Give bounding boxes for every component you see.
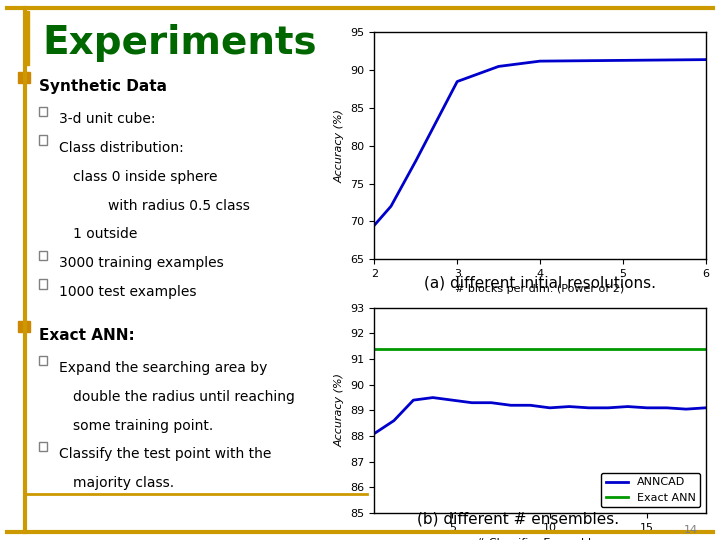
ANNCAD <box>604 404 613 411</box>
Exact ANN <box>370 346 379 352</box>
Bar <box>18 72 30 83</box>
ANNCAD <box>390 417 398 424</box>
Text: Experiments: Experiments <box>42 24 317 62</box>
X-axis label: # blocks per dim. (Power of 2): # blocks per dim. (Power of 2) <box>455 285 625 294</box>
Text: Exact ANN:: Exact ANN: <box>39 328 135 343</box>
Bar <box>39 355 48 365</box>
Text: 3-d unit cube:: 3-d unit cube: <box>59 112 156 126</box>
Text: Classify the test point with the: Classify the test point with the <box>59 448 271 462</box>
ANNCAD <box>701 404 710 411</box>
Exact ANN <box>351 346 359 352</box>
Text: 3000 training examples: 3000 training examples <box>59 256 224 270</box>
Text: 14: 14 <box>684 524 698 535</box>
Legend: ANNCAD, Exact ANN: ANNCAD, Exact ANN <box>601 473 700 508</box>
Bar <box>39 136 48 145</box>
ANNCAD <box>526 402 534 408</box>
Line: ANNCAD: ANNCAD <box>374 397 706 434</box>
ANNCAD <box>565 403 574 410</box>
ANNCAD <box>585 404 593 411</box>
Bar <box>39 251 48 260</box>
ANNCAD <box>662 404 671 411</box>
Text: Class distribution:: Class distribution: <box>59 141 184 155</box>
Y-axis label: Accuracy (%): Accuracy (%) <box>335 109 345 183</box>
Text: 1000 test examples: 1000 test examples <box>59 285 197 299</box>
Text: (b) different # ensembles.: (b) different # ensembles. <box>418 511 619 526</box>
Text: double the radius until reaching: double the radius until reaching <box>73 390 295 404</box>
Text: with radius 0.5 class: with radius 0.5 class <box>73 199 250 213</box>
Bar <box>39 279 48 289</box>
Text: Expand the searching area by: Expand the searching area by <box>59 361 268 375</box>
ANNCAD <box>506 402 515 408</box>
ANNCAD <box>448 397 456 403</box>
Bar <box>18 321 30 332</box>
Y-axis label: Accuracy (%): Accuracy (%) <box>335 373 345 448</box>
X-axis label: # Classifier Ensembles: # Classifier Ensembles <box>476 538 604 540</box>
Text: majority class.: majority class. <box>73 476 174 490</box>
Text: (a) different initial resolutions.: (a) different initial resolutions. <box>424 275 656 291</box>
ANNCAD <box>428 394 437 401</box>
Bar <box>39 442 48 451</box>
ANNCAD <box>487 400 495 406</box>
Text: Synthetic Data: Synthetic Data <box>39 79 166 94</box>
ANNCAD <box>682 406 690 413</box>
Text: class 0 inside sphere: class 0 inside sphere <box>73 170 217 184</box>
ANNCAD <box>546 404 554 411</box>
ANNCAD <box>370 430 379 437</box>
ANNCAD <box>467 400 476 406</box>
ANNCAD <box>624 403 632 410</box>
ANNCAD <box>643 404 652 411</box>
Text: some training point.: some training point. <box>73 418 213 433</box>
Bar <box>39 106 48 116</box>
ANNCAD <box>409 397 418 403</box>
Text: 1 outside: 1 outside <box>73 227 138 241</box>
